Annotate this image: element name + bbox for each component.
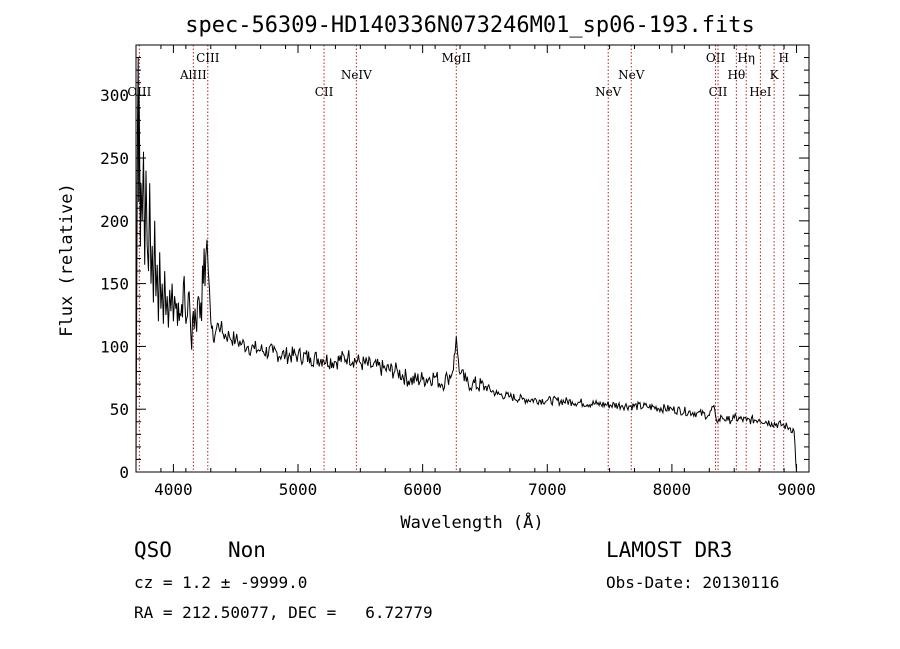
line-marker-label: K bbox=[770, 68, 780, 82]
y-tick-label: 250 bbox=[100, 149, 129, 168]
y-tick-label: 0 bbox=[119, 463, 129, 482]
line-marker-label: H bbox=[778, 51, 788, 65]
spectrum-line bbox=[135, 57, 797, 473]
x-tick-label: 6000 bbox=[403, 480, 442, 499]
x-axis-label: Wavelength (Å) bbox=[400, 511, 543, 533]
chart-title: spec-56309-HD140336N073246M01_sp06-193.f… bbox=[185, 13, 755, 38]
object-subclass: Non bbox=[228, 538, 266, 562]
x-tick-label: 9000 bbox=[777, 480, 816, 499]
line-marker-label: NeV bbox=[595, 85, 622, 99]
y-tick-label: 100 bbox=[100, 337, 129, 356]
line-marker-label: CIII bbox=[196, 51, 220, 65]
object-class: QSO bbox=[134, 538, 172, 562]
x-tick-label: 8000 bbox=[653, 480, 692, 499]
line-marker-label: OII bbox=[706, 51, 726, 65]
y-tick-label: 300 bbox=[100, 86, 129, 105]
y-axis: 0 50 100 150 200 250 300 bbox=[100, 57, 809, 482]
x-tick-label: 4000 bbox=[154, 480, 193, 499]
line-marker-label: NeV bbox=[618, 68, 645, 82]
y-tick-label: 50 bbox=[110, 400, 129, 419]
line-marker-label: Hθ bbox=[727, 68, 745, 82]
x-axis: 4000 5000 6000 7000 8000 9000 bbox=[135, 45, 816, 499]
y-axis-label: Flux (relative) bbox=[57, 183, 77, 337]
line-markers: OIIIAlIIICIIICIINeIVMgIINeVNeVOIICIIHθHη… bbox=[127, 45, 789, 472]
line-marker-label: Hη bbox=[737, 51, 755, 65]
line-marker-label: MgII bbox=[442, 51, 472, 65]
x-tick-label: 7000 bbox=[528, 480, 567, 499]
line-marker-label: AlIII bbox=[179, 68, 207, 82]
observation-date: Obs-Date: 20130116 bbox=[606, 573, 780, 592]
line-marker-label: NeIV bbox=[341, 68, 372, 82]
survey-name: LAMOST DR3 bbox=[606, 538, 733, 562]
coordinates: RA = 212.50077, DEC = 6.72779 bbox=[134, 603, 433, 622]
y-tick-label: 200 bbox=[100, 212, 129, 231]
plot-frame bbox=[135, 44, 810, 473]
line-marker-label: CII bbox=[315, 85, 334, 99]
y-tick-label: 150 bbox=[100, 275, 129, 294]
x-tick-label: 5000 bbox=[279, 480, 318, 499]
line-marker-label: HeI bbox=[749, 85, 772, 99]
cz-value: cz = 1.2 ± -9999.0 bbox=[134, 573, 308, 592]
line-marker-label: CII bbox=[709, 85, 728, 99]
